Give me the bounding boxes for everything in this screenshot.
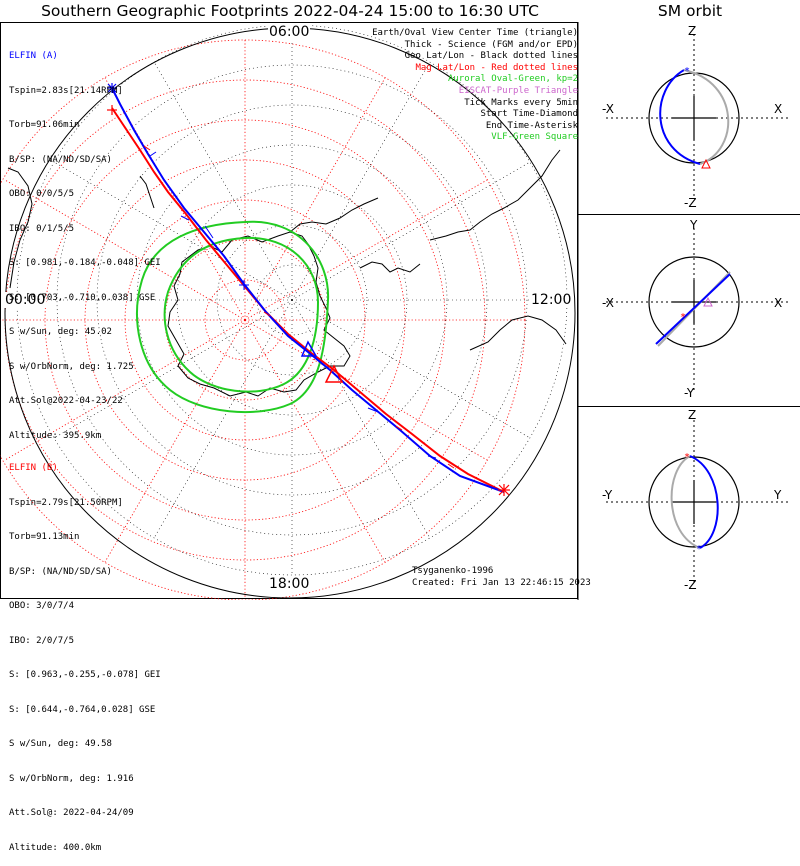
info-line: S w/OrbNorm, deg: 1.916 (9, 773, 134, 784)
info-line: Tspin=2.83s[21.14RPM] (9, 85, 123, 96)
sm-panel-yz: * * (606, 420, 788, 582)
info-line: IBO: 0/1/5/5 (9, 223, 75, 234)
elfin-b-tick-marks (143, 145, 455, 469)
sm-panel-xz: * (606, 34, 788, 196)
info-line: Altitude: 395.9km (9, 430, 102, 441)
svg-text:*: * (684, 66, 690, 77)
elfin-b-start-asterisk (107, 105, 117, 115)
info-line: Torb=91.06min (9, 120, 80, 130)
sm-xy-orbit-a (655, 273, 731, 345)
elfin-b-info: ELFIN (B) Tspin=2.79s[21.50RPM] Torb=91.… (9, 440, 161, 866)
sm-xz-orbit-b (683, 69, 730, 165)
elfin-end-asterisk (498, 484, 510, 496)
legend-entry: Thick - Science (FGM and/or EPD) (404, 39, 578, 50)
info-line: B/SP: (NA/ND/SD/SA) (9, 566, 112, 577)
sm-xz-bottom-label: -Z (684, 196, 697, 210)
sm-yz-left-label: -Y (602, 488, 613, 502)
coastline-new-zealand (139, 175, 155, 209)
coastline-peninsula (289, 197, 379, 233)
legend-entry: Auroral Oval-Green, kp=2 (447, 74, 578, 85)
sm-yz-bottom-label: -Z (684, 578, 697, 592)
sm-yz-right-label: Y (774, 488, 782, 502)
info-line: Torb=91.13min (9, 532, 80, 542)
elfin-a-view-triangle (300, 340, 318, 357)
polar-map (0, 24, 576, 600)
info-line: Att.Sol@2022-04-23/22 (9, 396, 123, 406)
sm-yz-top-label: Z (688, 408, 697, 422)
info-line: S: [0.981,-0.184,-0.048] GEI (9, 258, 161, 268)
coastline-south-america (429, 149, 561, 241)
svg-text:*: * (684, 452, 690, 463)
info-line: IBO: 2/0/7/5 (9, 635, 75, 646)
info-line: OBO: 3/0/7/4 (9, 601, 75, 611)
elfin-a-track (111, 87, 505, 493)
info-line: S: [0.644,-0.764,0.028] GSE (9, 704, 156, 715)
figure-canvas: * * * * (0, 22, 800, 600)
info-line: S w/Sun, deg: 45.02 (9, 327, 112, 337)
mlt-label-left: 00:00 (4, 292, 47, 308)
svg-text:*: * (680, 312, 686, 323)
auroral-oval-inner (163, 236, 320, 393)
legend-entry: Geo Lat/Lon - Black dotted lines (404, 51, 578, 62)
sm-xz-top-label: Z (688, 24, 697, 38)
sm-xy-left-label: -X (602, 296, 614, 310)
sm-xy-right-label: X (774, 296, 783, 310)
plot-title: Southern Geographic Footprints 2022-04-2… (41, 2, 539, 20)
mlt-label-bottom: 18:00 (268, 576, 311, 592)
legend: Earth/Oval View Center Time (triangle) T… (372, 28, 578, 144)
legend-entry: Earth/Oval View Center Time (triangle) (372, 28, 578, 38)
sm-yz-orbit-a (689, 455, 719, 549)
sm-xz-right-label: X (774, 102, 783, 116)
elfin-a-start-asterisk (107, 83, 117, 93)
mlt-label-top: 06:00 (268, 24, 311, 40)
legend-entry: End Time-Asterisk (485, 120, 578, 131)
elfin-a-tick-marks (149, 151, 437, 459)
info-line: B/SP: (NA/ND/SD/SA) (9, 154, 112, 165)
elfin-b-title: ELFIN (B) (9, 463, 58, 473)
elfin-b-view-triangle (324, 364, 344, 383)
info-line: Att.Sol@: 2022-04-24/09 (9, 808, 134, 818)
auroral-oval-outer (136, 220, 330, 413)
coastline-antarctica (167, 231, 351, 397)
info-line: Altitude: 400.0km (9, 842, 102, 853)
info-line: S w/OrbNorm, deg: 1.725 (9, 361, 134, 372)
info-line: OBO: 0/0/5/5 (9, 189, 75, 199)
created-timestamp: Created: Fri Jan 13 22:46:15 2023 (412, 578, 591, 588)
sm-xz-orbit-a (659, 69, 701, 165)
legend-entry: VLF-Green Square (491, 132, 578, 143)
sm-xy-top-label: Y (690, 218, 698, 232)
info-line: S: [0.703,-0.710,0.038] GSE (9, 292, 156, 303)
info-line: S w/Sun, deg: 49.58 (9, 739, 112, 749)
legend-entry: Start Time-Diamond (480, 109, 578, 120)
info-line: S: [0.963,-0.255,-0.078] GEI (9, 670, 161, 680)
sm-xy-bottom-label: -Y (684, 386, 695, 400)
info-line: Tspin=2.79s[21.50RPM] (9, 497, 123, 508)
sm-panel-xy: * (606, 228, 788, 392)
coastline-africa (469, 315, 567, 351)
mlt-label-right: 12:00 (530, 292, 573, 308)
legend-entry: EISCAT-Purple Triangle (458, 85, 578, 96)
coastline-islands-east (359, 261, 421, 273)
legend-entry: Tick Marks every 5min (464, 97, 578, 108)
sm-yz-orbit-b (670, 455, 701, 549)
elfin-a-info: ELFIN (A) Tspin=2.83s[21.14RPM] Torb=91.… (9, 28, 161, 454)
elfin-a-title: ELFIN (A) (9, 51, 58, 61)
model-credit: Tsyganenko-1996 (412, 566, 494, 576)
sm-xz-left-label: -X (602, 102, 614, 116)
sm-orbit-title: SM orbit (657, 2, 723, 20)
svg-text:*: * (696, 544, 702, 555)
coastline-australia (7, 167, 33, 289)
legend-entry: Mag Lat/Lon - Red dotted lines (415, 62, 578, 73)
